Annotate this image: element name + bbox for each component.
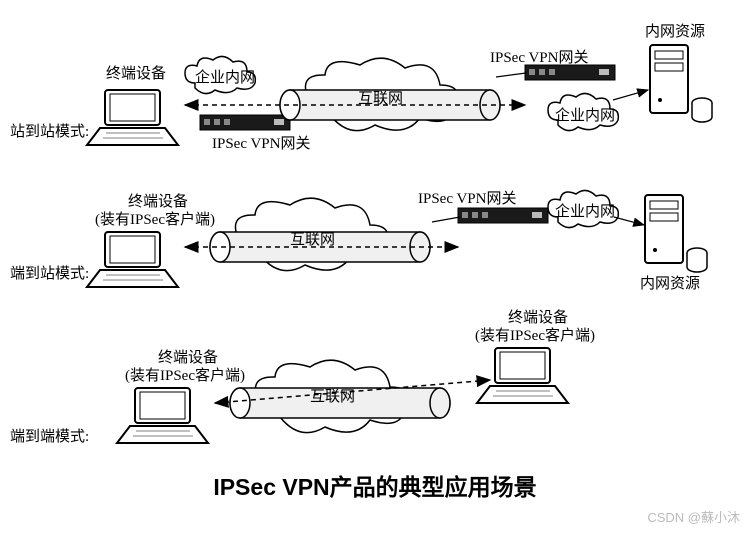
gateway-icon [200, 115, 290, 130]
intranet-resource-label: 内网资源 [640, 272, 700, 293]
terminal-label-l2: (装有IPSec客户端) [125, 364, 245, 385]
terminal-label: 终端设备 [106, 62, 166, 83]
mode-label-e2s: 端到站模式: [10, 262, 89, 283]
ipsec-gateway-label: IPSec VPN网关 [418, 187, 516, 208]
link-line [496, 73, 526, 77]
enterprise-intranet-label: 企业内网 [195, 66, 255, 87]
internet-label: 互联网 [310, 385, 355, 406]
laptop-icon [117, 388, 208, 443]
server-icon [645, 195, 707, 272]
gateway-icon [525, 65, 615, 80]
ipsec-gateway-label: IPSec VPN网关 [212, 132, 310, 153]
gateway-icon [458, 208, 548, 223]
terminal-label-l2: (装有IPSec客户端) [95, 208, 215, 229]
link-line [613, 90, 648, 100]
enterprise-intranet-label: 企业内网 [555, 200, 615, 221]
intranet-resource-label: 内网资源 [645, 20, 705, 41]
mode-label-s2s: 站到站模式: [10, 120, 89, 141]
link-line [432, 217, 460, 222]
laptop-icon [87, 232, 178, 287]
mode-label-e2e: 端到端模式: [10, 425, 89, 446]
terminal-label-l2: (装有IPSec客户端) [475, 324, 595, 345]
watermark-text: CSDN @蘇小沐 [647, 507, 740, 526]
diagram-title: IPSec VPN产品的典型应用场景 [0, 468, 750, 502]
enterprise-intranet-label: 企业内网 [555, 104, 615, 125]
internet-label: 互联网 [358, 87, 403, 108]
server-icon [650, 45, 712, 122]
laptop-icon [477, 348, 568, 403]
internet-label: 互联网 [290, 228, 335, 249]
laptop-icon [87, 90, 178, 145]
ipsec-gateway-label: IPSec VPN网关 [490, 46, 588, 67]
link-line [614, 217, 644, 225]
